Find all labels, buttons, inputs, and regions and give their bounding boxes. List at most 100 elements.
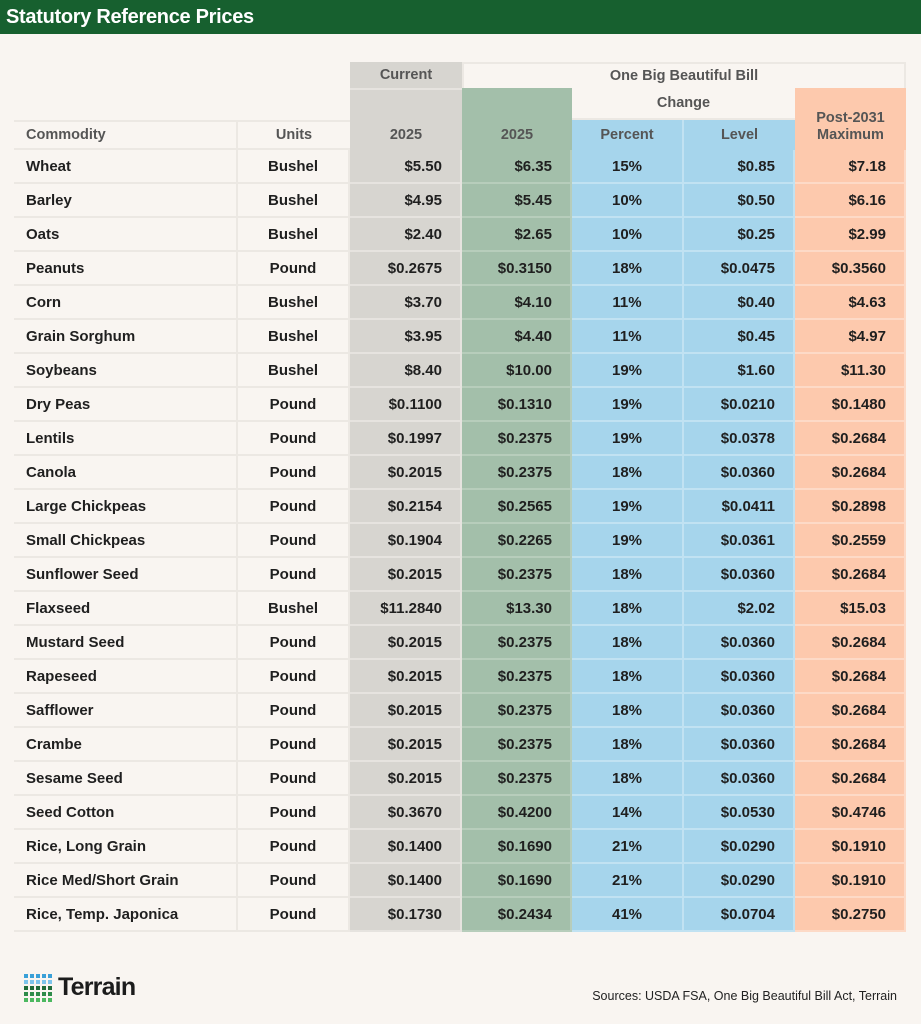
- cell-obbb-2025: $4.40: [462, 320, 572, 354]
- cell-current-2025: $2.40: [350, 218, 462, 252]
- cell-current-2025: $11.2840: [350, 592, 462, 626]
- cell-post-2031-maximum: $6.16: [795, 184, 906, 218]
- cell-change-level: $0.0361: [684, 524, 795, 558]
- cell-change-percent: 18%: [572, 252, 684, 286]
- table-row: Rice Med/Short Grain Pound $0.1400 $0.1690 2…: [14, 864, 906, 898]
- cell-commodity: Lentils: [14, 422, 238, 456]
- cell-change-percent: 14%: [572, 796, 684, 830]
- cell-change-level: $1.60: [684, 354, 795, 388]
- cell-obbb-2025: $10.00: [462, 354, 572, 388]
- header-change-label: Change: [656, 94, 711, 111]
- header-current-2025: 2025: [389, 126, 423, 143]
- cell-change-percent: 19%: [572, 422, 684, 456]
- cell-change-percent: 18%: [572, 660, 684, 694]
- cell-change-percent: 18%: [572, 592, 684, 626]
- cell-current-2025: $0.1904: [350, 524, 462, 558]
- cell-units: Bushel: [238, 184, 350, 218]
- header-obbb-2025: 2025: [500, 126, 534, 143]
- cell-units: Pound: [238, 864, 350, 898]
- terrain-logo: Terrain: [24, 973, 136, 1002]
- cell-obbb-2025: $0.4200: [462, 796, 572, 830]
- table-row: Wheat Bushel $5.50 $6.35 15% $0.85 $7.18: [14, 150, 906, 184]
- cell-change-percent: 11%: [572, 320, 684, 354]
- cell-commodity: Wheat: [14, 150, 238, 184]
- cell-change-percent: 10%: [572, 184, 684, 218]
- cell-units: Pound: [238, 558, 350, 592]
- cell-current-2025: $3.70: [350, 286, 462, 320]
- logo-dot: [42, 985, 46, 990]
- cell-commodity: Large Chickpeas: [14, 490, 238, 524]
- cell-change-percent: 15%: [572, 150, 684, 184]
- cell-change-level: $0.0360: [684, 660, 795, 694]
- cell-units: Bushel: [238, 286, 350, 320]
- cell-current-2025: $0.2015: [350, 694, 462, 728]
- cell-change-level: $0.0475: [684, 252, 795, 286]
- cell-post-2031-maximum: $4.63: [795, 286, 906, 320]
- cell-change-level: $0.0360: [684, 694, 795, 728]
- logo-dot: [48, 997, 52, 1002]
- table-row: Small Chickpeas Pound $0.1904 $0.2265 19% $0.…: [14, 524, 906, 558]
- cell-commodity: Seed Cotton: [14, 796, 238, 830]
- cell-obbb-2025: $0.2375: [462, 762, 572, 796]
- cell-change-percent: 18%: [572, 728, 684, 762]
- cell-commodity: Rice, Long Grain: [14, 830, 238, 864]
- cell-commodity: Flaxseed: [14, 592, 238, 626]
- table-row: Oats Bushel $2.40 $2.65 10% $0.25 $2.99: [14, 218, 906, 252]
- cell-obbb-2025: $0.1690: [462, 830, 572, 864]
- cell-units: Pound: [238, 660, 350, 694]
- cell-change-level: $0.0530: [684, 796, 795, 830]
- cell-post-2031-maximum: $0.2684: [795, 626, 906, 660]
- header-maximum: Post-2031 Maximum: [816, 110, 885, 143]
- logo-dot: [36, 991, 40, 996]
- logo-dot: [48, 985, 52, 990]
- table-row: Dry Peas Pound $0.1100 $0.1310 19% $0.0210 $0.…: [14, 388, 906, 422]
- cell-change-level: $0.50: [684, 184, 795, 218]
- cell-post-2031-maximum: $2.99: [795, 218, 906, 252]
- cell-commodity: Rapeseed: [14, 660, 238, 694]
- cell-post-2031-maximum: $0.2684: [795, 660, 906, 694]
- cell-obbb-2025: $13.30: [462, 592, 572, 626]
- cell-change-level: $0.0360: [684, 762, 795, 796]
- cell-post-2031-maximum: $15.03: [795, 592, 906, 626]
- cell-change-level: $0.25: [684, 218, 795, 252]
- cell-change-level: $0.0290: [684, 864, 795, 898]
- cell-change-level: $0.85: [684, 150, 795, 184]
- logo-dot: [48, 991, 52, 996]
- cell-change-percent: 19%: [572, 490, 684, 524]
- cell-units: Pound: [238, 728, 350, 762]
- cell-post-2031-maximum: $0.2684: [795, 728, 906, 762]
- logo-dot: [42, 997, 46, 1002]
- header-percent: Percent: [572, 120, 684, 150]
- cell-units: Bushel: [238, 218, 350, 252]
- cell-commodity: Crambe: [14, 728, 238, 762]
- header-commodity: Commodity: [14, 120, 238, 150]
- cell-obbb-2025: $0.2265: [462, 524, 572, 558]
- cell-obbb-2025: $6.35: [462, 150, 572, 184]
- table-row: Lentils Pound $0.1997 $0.2375 19% $0.0378 $0.2…: [14, 422, 906, 456]
- cell-commodity: Rice, Temp. Japonica: [14, 898, 238, 932]
- cell-post-2031-maximum: $11.30: [795, 354, 906, 388]
- cell-commodity: Dry Peas: [14, 388, 238, 422]
- cell-commodity: Grain Sorghum: [14, 320, 238, 354]
- cell-current-2025: $0.3670: [350, 796, 462, 830]
- cell-commodity: Sunflower Seed: [14, 558, 238, 592]
- cell-units: Pound: [238, 762, 350, 796]
- cell-change-level: $0.40: [684, 286, 795, 320]
- logo-dot: [24, 991, 28, 996]
- cell-post-2031-maximum: $0.2684: [795, 558, 906, 592]
- logo-dot: [30, 973, 34, 978]
- cell-current-2025: $0.2675: [350, 252, 462, 286]
- cell-change-level: $0.45: [684, 320, 795, 354]
- cell-post-2031-maximum: $0.1480: [795, 388, 906, 422]
- cell-change-level: $0.0290: [684, 830, 795, 864]
- cell-units: Pound: [238, 694, 350, 728]
- logo-dot: [30, 997, 34, 1002]
- cell-change-percent: 18%: [572, 626, 684, 660]
- cell-post-2031-maximum: $0.1910: [795, 830, 906, 864]
- cell-current-2025: $3.95: [350, 320, 462, 354]
- cell-change-percent: 21%: [572, 830, 684, 864]
- cell-units: Bushel: [238, 150, 350, 184]
- table-row: Peanuts Pound $0.2675 $0.3150 18% $0.0475 $0.3…: [14, 252, 906, 286]
- cell-units: Pound: [238, 796, 350, 830]
- cell-current-2025: $0.2015: [350, 762, 462, 796]
